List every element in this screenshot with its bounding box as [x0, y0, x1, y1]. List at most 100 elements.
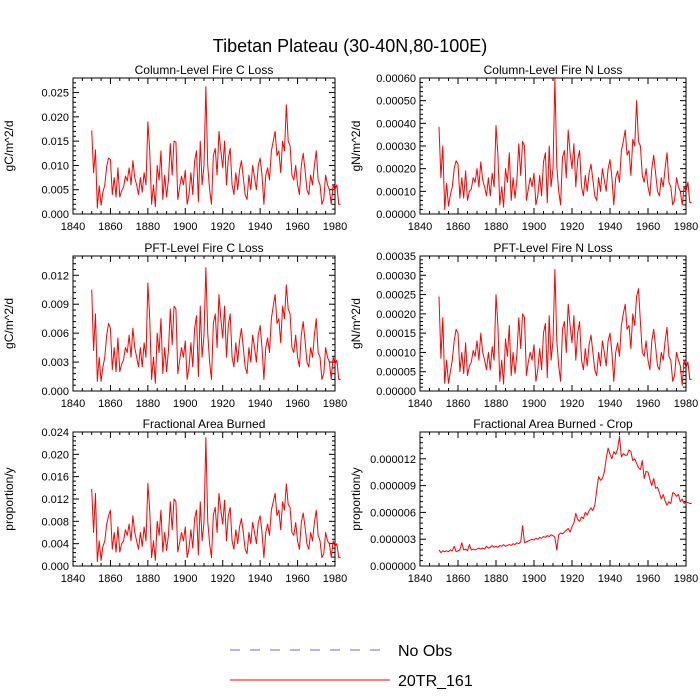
- panel-pft-level-fire-n-loss: PFT-Level Fire N Loss gN/m^2/d 1840 1860 188…: [349, 241, 698, 410]
- y-axis-label: gN/m^2/d: [349, 121, 363, 172]
- y-axis-label: proportion/y: [2, 467, 16, 530]
- x-tick-label: 1880: [136, 573, 160, 585]
- legend-label-no-obs: No Obs: [398, 643, 452, 660]
- x-tick-label: 1900: [522, 221, 546, 233]
- panel-fractional-area-burned: Fractional Area Burned proportion/y 1840 18…: [2, 417, 347, 585]
- panel-column-level-fire-c-loss: Column-Level Fire C Loss gC/m^2/d 1840 1860…: [2, 63, 347, 233]
- x-tick-label: 1940: [598, 221, 622, 233]
- panel-title: Column-Level Fire C Loss: [135, 63, 274, 77]
- x-tick-label: 1960: [285, 221, 309, 233]
- panels: Column-Level Fire C Loss gC/m^2/d 1840 1860…: [2, 63, 698, 585]
- series-line-20tr-161: [438, 77, 692, 210]
- x-tick-label: 1960: [285, 398, 309, 410]
- y-tick-label: 0.008: [41, 516, 69, 528]
- figure-title: Tibetan Plateau (30-40N,80-100E): [213, 36, 488, 56]
- x-tick-label: 1860: [446, 573, 470, 585]
- y-tick-label: 0.012: [41, 270, 69, 282]
- y-tick-label: 0.000006: [370, 507, 416, 519]
- x-tick-label: 1880: [484, 573, 508, 585]
- y-tick-label: 0.00030: [376, 141, 416, 153]
- x-tick-label: 1880: [484, 221, 508, 233]
- x-tick-label: 1860: [98, 398, 122, 410]
- x-tick-label: 1880: [136, 398, 160, 410]
- y-tick-label: 0.00050: [376, 96, 416, 108]
- y-axis-label: gC/m^2/d: [2, 121, 16, 172]
- y-tick-label: 0.00040: [376, 118, 416, 130]
- x-tick-label: 1840: [408, 573, 432, 585]
- x-tick-label: 1900: [522, 573, 546, 585]
- x-tick-label: 1920: [560, 221, 584, 233]
- y-tick-label: 0.016: [41, 472, 69, 484]
- y-tick-label: 0.00005: [376, 367, 416, 379]
- x-tick-label: 1840: [61, 221, 85, 233]
- x-tick-label: 1860: [446, 221, 470, 233]
- x-tick-label: 1920: [560, 573, 584, 585]
- legend: No Obs 20TR_161: [230, 643, 473, 690]
- x-tick-label: 1940: [248, 398, 272, 410]
- panel-title: PFT-Level Fire C Loss: [144, 241, 263, 255]
- x-tick-label: 1960: [285, 573, 309, 585]
- x-tick-label: 1960: [636, 398, 660, 410]
- y-axis-label: gN/m^2/d: [349, 298, 363, 349]
- y-tick-label: 0.00010: [376, 347, 416, 359]
- x-tick-label: 1980: [323, 573, 347, 585]
- y-tick-label: 0.00060: [376, 73, 416, 85]
- y-tick-label: 0.00000: [376, 386, 416, 398]
- panel-title: Fractional Area Burned - Crop: [473, 417, 633, 431]
- x-tick-label: 1940: [598, 573, 622, 585]
- y-tick-label: 0.000: [41, 561, 69, 573]
- x-tick-label: 1880: [136, 221, 160, 233]
- x-tick-label: 1880: [484, 398, 508, 410]
- legend-label-20tr-161: 20TR_161: [398, 673, 473, 690]
- plot-frame: [419, 431, 687, 567]
- y-tick-label: 0.00030: [376, 270, 416, 282]
- y-tick-label: 0.024: [41, 427, 69, 439]
- x-tick-label: 1900: [522, 398, 546, 410]
- series-line-20tr-161: [91, 86, 341, 209]
- x-tick-label: 1940: [248, 221, 272, 233]
- panel-column-level-fire-n-loss: Column-Level Fire N Loss gN/m^2/d 1840 1860…: [349, 63, 698, 233]
- y-axis-label: gC/m^2/d: [2, 298, 16, 349]
- x-tick-label: 1920: [210, 573, 234, 585]
- x-tick-label: 1920: [210, 221, 234, 233]
- series-line-20tr-161: [91, 437, 341, 563]
- x-tick-label: 1860: [446, 398, 470, 410]
- series-line-20tr-161: [438, 269, 692, 386]
- x-tick-label: 1980: [323, 221, 347, 233]
- x-tick-label: 1840: [408, 398, 432, 410]
- x-tick-label: 1840: [61, 398, 85, 410]
- x-tick-label: 1920: [210, 398, 234, 410]
- y-tick-label: 0.003: [41, 357, 69, 369]
- y-tick-label: 0.00010: [376, 186, 416, 198]
- y-tick-label: 0.000009: [370, 481, 416, 493]
- y-tick-label: 0.00035: [376, 251, 416, 263]
- y-tick-label: 0.000000: [370, 561, 416, 573]
- x-tick-label: 1900: [173, 573, 197, 585]
- x-tick-label: 1840: [408, 221, 432, 233]
- y-tick-label: 0.009: [41, 299, 69, 311]
- panel-title: Column-Level Fire N Loss: [484, 63, 623, 77]
- x-tick-label: 1980: [674, 221, 698, 233]
- y-tick-label: 0.00015: [376, 328, 416, 340]
- y-tick-label: 0.00020: [376, 309, 416, 321]
- x-tick-label: 1960: [636, 221, 660, 233]
- x-tick-label: 1840: [61, 573, 85, 585]
- x-tick-label: 1860: [98, 221, 122, 233]
- panel-title: PFT-Level Fire N Loss: [493, 241, 612, 255]
- y-tick-label: 0.020: [41, 112, 69, 124]
- x-tick-label: 1980: [674, 398, 698, 410]
- panel-pft-level-fire-c-loss: PFT-Level Fire C Loss gC/m^2/d 1840 1860 188…: [2, 241, 347, 410]
- x-tick-label: 1900: [173, 398, 197, 410]
- y-tick-label: 0.000: [41, 386, 69, 398]
- y-tick-label: 0.015: [41, 136, 69, 148]
- x-tick-label: 1980: [674, 573, 698, 585]
- y-tick-label: 0.020: [41, 449, 69, 461]
- y-tick-label: 0.000003: [370, 534, 416, 546]
- x-tick-label: 1920: [560, 398, 584, 410]
- panel-title: Fractional Area Burned: [143, 417, 266, 431]
- y-tick-label: 0.005: [41, 185, 69, 197]
- y-axis-label: proportion/y: [349, 467, 363, 530]
- y-tick-label: 0.025: [41, 88, 69, 100]
- panel-fractional-area-burned-crop: Fractional Area Burned - Crop proportion/…: [349, 417, 698, 585]
